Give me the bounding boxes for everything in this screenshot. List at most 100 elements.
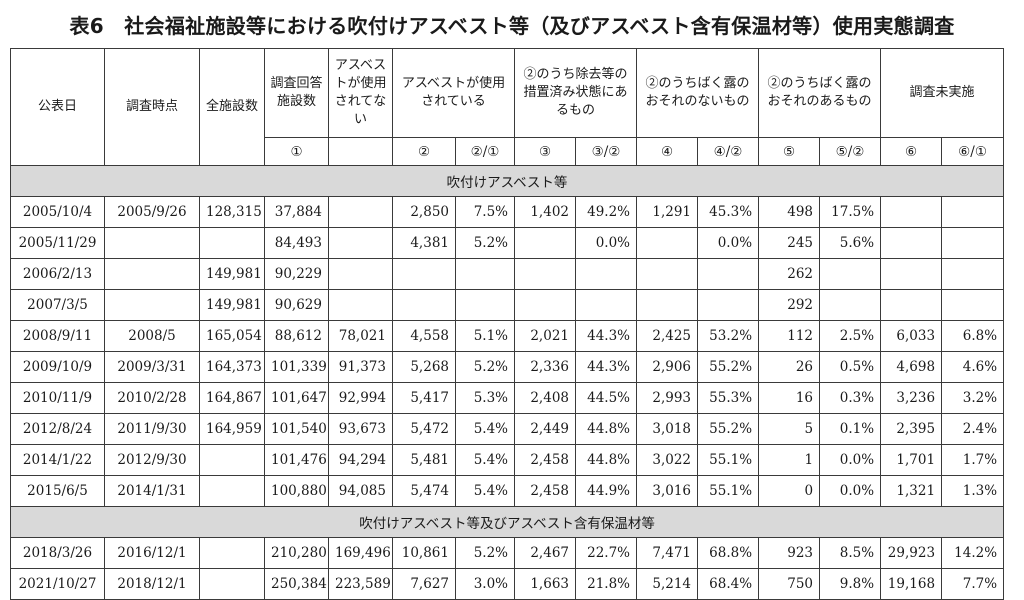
table-cell: 1 — [758, 444, 821, 476]
table-cell: 101,647 — [264, 382, 329, 414]
table-row: 2005/11/29 84,493 4,381 5.2% 0.0% 0.0% 245 5.6% — [10, 227, 1005, 259]
subheader-cell: ⑤ — [758, 137, 821, 166]
table-row: 2009/10/9 2009/3/31 164,373 101,339 91,373 5,… — [10, 351, 1005, 383]
table-cell — [574, 258, 638, 290]
section-header-row: 吹付けアスベスト等及びアスベスト含有保温材等 — [9, 506, 1005, 538]
subheader-cell: ④/② — [697, 137, 760, 166]
table-cell — [636, 289, 699, 321]
table-cell: 2,458 — [514, 444, 576, 476]
table-cell: 2.5% — [819, 320, 882, 352]
subheader-cell: ③ — [514, 137, 576, 166]
table-cell: 8.5% — [819, 537, 882, 569]
table-cell: 1,663 — [514, 568, 576, 600]
table-row: 2005/10/4 2005/9/26 128,315 37,884 2,850 7.5%… — [10, 196, 1005, 228]
table-row: 2021/10/27 2018/12/1 250,384 223,589 7,627 3.… — [10, 568, 1005, 600]
table-cell: 1.3% — [941, 475, 1005, 507]
header-unsurveyed: 調査未実施 — [880, 48, 1005, 138]
table-cell: 149,981 — [199, 289, 265, 321]
table-cell — [455, 289, 515, 321]
table-cell: 1,701 — [880, 444, 943, 476]
table-cell: 10,861 — [392, 537, 456, 569]
table-cell: 7,627 — [392, 568, 456, 600]
table-cell: 2,458 — [514, 475, 576, 507]
table-cell: 37,884 — [264, 196, 329, 228]
subheader-cell: ②/① — [455, 137, 515, 166]
table-cell — [880, 289, 943, 321]
table-cell: 84,493 — [264, 227, 329, 259]
table-cell — [941, 196, 1005, 228]
table-cell: 2,993 — [636, 382, 699, 414]
table-cell — [199, 227, 265, 259]
table-cell: 2,408 — [514, 382, 576, 414]
subheader-cell: ⑤/② — [819, 137, 882, 166]
table-cell — [392, 258, 456, 290]
table-cell: 7.7% — [941, 568, 1005, 600]
table-cell: 5.2% — [455, 351, 515, 383]
table-cell: 1,321 — [880, 475, 943, 507]
table-cell: 5.4% — [455, 444, 515, 476]
table-cell: 3,018 — [636, 413, 699, 445]
table-cell — [199, 537, 265, 569]
table-cell: 2,906 — [636, 351, 699, 383]
table-cell: 2009/3/31 — [104, 351, 200, 383]
table-cell: 101,339 — [264, 351, 329, 383]
table-cell: 49.2% — [574, 196, 638, 228]
table-cell — [104, 258, 200, 290]
table-cell: 5,481 — [392, 444, 456, 476]
table-cell: 19,168 — [880, 568, 943, 600]
table-cell: 21.8% — [574, 568, 638, 600]
table-row: 2006/2/13 149,981 90,229 262 — [10, 258, 1005, 290]
table-cell: 2018/3/26 — [10, 537, 105, 569]
table-title: 表6 社会福祉施設等における吹付けアスベスト等（及びアスベスト含有保温材等）使用… — [69, 14, 955, 38]
table-cell: 2014/1/22 — [10, 444, 105, 476]
table-cell — [941, 289, 1005, 321]
header-responded-facilities: 調査回答施設数 — [264, 48, 329, 138]
table-cell — [199, 568, 265, 600]
header-row: 公表日 調査時点 全施設数 調査回答施設数 アスベストが使用されてない アスベス… — [10, 48, 1005, 166]
table-cell — [328, 227, 393, 259]
table-cell: 1,291 — [636, 196, 699, 228]
table-cell: 44.8% — [574, 444, 638, 476]
table-cell: 90,229 — [264, 258, 329, 290]
table-cell — [514, 258, 576, 290]
table-cell: 94,085 — [328, 475, 393, 507]
table-cell: 2,395 — [880, 413, 943, 445]
table-cell: 292 — [758, 289, 821, 321]
table-cell: 22.7% — [574, 537, 638, 569]
table-row: 2014/1/22 2012/9/30 101,476 94,294 5,481 5.4%… — [10, 444, 1005, 476]
table-cell — [697, 258, 760, 290]
table-cell — [104, 289, 200, 321]
table-cell: 101,540 — [264, 413, 329, 445]
table-cell — [819, 289, 882, 321]
table-cell: 2021/10/27 — [10, 568, 105, 600]
table-cell — [636, 227, 699, 259]
table-cell: 2016/12/1 — [104, 537, 200, 569]
header-total-facilities: 全施設数 — [199, 48, 265, 166]
table-cell: 164,867 — [199, 382, 265, 414]
table-cell: 5.6% — [819, 227, 882, 259]
table-cell: 0.0% — [574, 227, 638, 259]
table-cell: 5,472 — [392, 413, 456, 445]
table-cell: 2005/11/29 — [10, 227, 105, 259]
table-cell: 2,336 — [514, 351, 576, 383]
table-cell: 2010/11/9 — [10, 382, 105, 414]
table-cell: 2,467 — [514, 537, 576, 569]
table-cell: 44.5% — [574, 382, 638, 414]
table-cell: 55.1% — [697, 475, 760, 507]
table-cell: 245 — [758, 227, 821, 259]
table-cell: 100,880 — [264, 475, 329, 507]
table-cell: 149,981 — [199, 258, 265, 290]
table-cell — [941, 227, 1005, 259]
table-cell: 750 — [758, 568, 821, 600]
table-cell: 3,016 — [636, 475, 699, 507]
table-cell — [819, 258, 882, 290]
header-removed: ②のうち除去等の措置済み状態にあるもの — [513, 48, 638, 138]
table-cell: 2014/1/31 — [104, 475, 200, 507]
table-cell: 2008/9/11 — [10, 320, 105, 352]
table-cell — [392, 289, 456, 321]
table-cell: 1,402 — [514, 196, 576, 228]
table-cell: 94,294 — [328, 444, 393, 476]
table-cell: 262 — [758, 258, 821, 290]
table-cell: 55.2% — [697, 351, 760, 383]
table-cell: 26 — [758, 351, 821, 383]
